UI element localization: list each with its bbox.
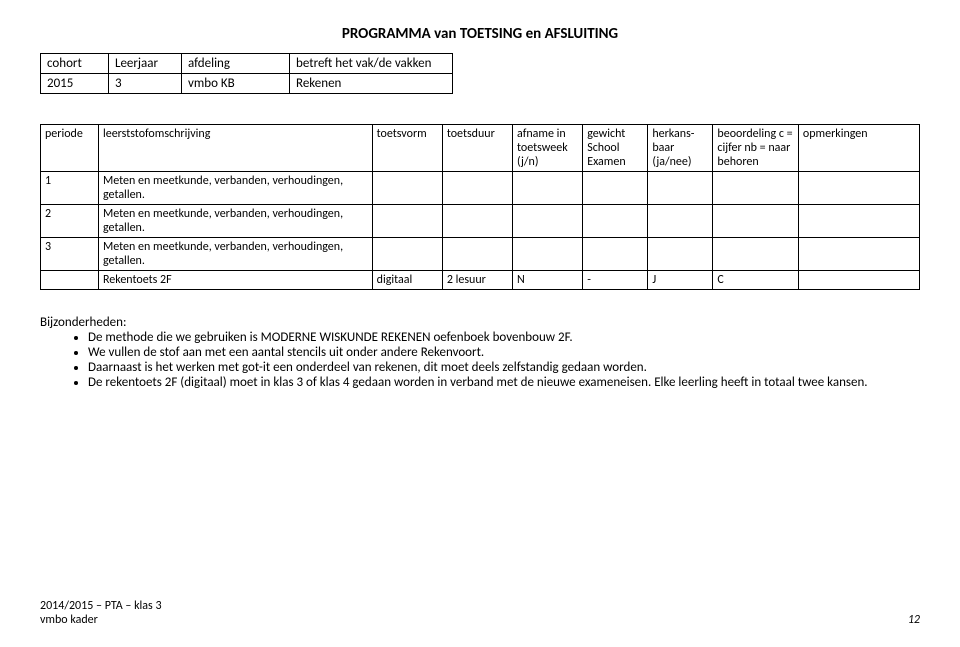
list-item: De methode die we gebruiken is MODERNE W… [88,330,868,345]
table-cell: 2 lesuur [442,271,512,290]
table-cell [583,205,648,238]
table-cell: 3 [41,238,99,271]
table-cell: Meten en meetkunde, verbanden, verhoudin… [98,238,372,271]
table-cell: digitaal [372,271,442,290]
main-header: toetsduur [442,125,512,172]
main-header: afname in toetsweek (j/n) [513,125,583,172]
main-header-row: periodeleerststofomschrijvingtoetsvormto… [41,125,920,172]
bijz-list: De methode die we gebruiken is MODERNE W… [70,330,868,390]
main-header: opmerkingen [798,125,919,172]
main-table: periodeleerststofomschrijvingtoetsvormto… [40,124,920,290]
table-row: 1Meten en meetkunde, verbanden, verhoudi… [41,172,920,205]
meta-cell: 2015 [41,74,109,94]
footer-line1: 2014/2015 – PTA – klas 3 [40,599,920,613]
meta-header: Leerjaar [109,54,182,74]
table-cell [648,172,713,205]
table-row: 2Meten en meetkunde, verbanden, verhoudi… [41,205,920,238]
meta-table: cohort Leerjaar afdeling betreft het vak… [40,53,453,94]
table-cell [583,238,648,271]
meta-header: cohort [41,54,109,74]
table-cell [798,271,919,290]
main-header: leerststofomschrijving [98,125,372,172]
table-cell: C [713,271,798,290]
meta-data-row: 2015 3 vmbo KB Rekenen [41,74,453,94]
meta-cell: Rekenen [290,74,453,94]
table-cell: Rekentoets 2F [98,271,372,290]
table-cell [583,172,648,205]
meta-header: afdeling [182,54,290,74]
table-cell: N [513,271,583,290]
main-header: toetsvorm [372,125,442,172]
meta-cell: 3 [109,74,182,94]
table-cell [513,172,583,205]
table-cell: 1 [41,172,99,205]
table-cell: Meten en meetkunde, verbanden, verhoudin… [98,205,372,238]
footer: 2014/2015 – PTA – klas 3 vmbo kader 12 [40,599,920,627]
table-cell [798,238,919,271]
list-item: De rekentoets 2F (digitaal) moet in klas… [88,375,868,390]
meta-cell: vmbo KB [182,74,290,94]
table-cell: - [583,271,648,290]
table-cell [513,238,583,271]
list-item: Daarnaast is het werken met got-it een o… [88,360,868,375]
meta-header-row: cohort Leerjaar afdeling betreft het vak… [41,54,453,74]
table-cell [442,238,512,271]
table-cell: Meten en meetkunde, verbanden, verhoudin… [98,172,372,205]
meta-header: betreft het vak/de vakken [290,54,453,74]
main-header: periode [41,125,99,172]
bijz-label: Bijzonderheden: [40,315,126,330]
page-number: 12 [908,613,920,627]
table-cell [648,205,713,238]
table-cell: 2 [41,205,99,238]
main-header: herkans-baar (ja/nee) [648,125,713,172]
table-cell [372,205,442,238]
table-cell [713,205,798,238]
table-cell [798,172,919,205]
bijzonderheden: Bijzonderheden: De methode die we gebrui… [40,315,920,390]
table-cell [442,205,512,238]
main-body: 1Meten en meetkunde, verbanden, verhoudi… [41,172,920,290]
page-title: PROGRAMMA van TOETSING en AFSLUITING [40,25,920,43]
table-cell [798,205,919,238]
table-cell [513,205,583,238]
table-cell [41,271,99,290]
main-header: beoordeling c = cijfer nb = naar behoren [713,125,798,172]
table-row: 3Meten en meetkunde, verbanden, verhoudi… [41,238,920,271]
footer-line2: vmbo kader [40,613,920,627]
table-cell [442,172,512,205]
table-cell: J [648,271,713,290]
table-cell [648,238,713,271]
list-item: We vullen de stof aan met een aantal ste… [88,345,868,360]
table-cell [713,172,798,205]
table-row: Rekentoets 2Fdigitaal2 lesuurN-JC [41,271,920,290]
main-header: gewicht School Examen [583,125,648,172]
table-cell [372,238,442,271]
table-cell [713,238,798,271]
table-cell [372,172,442,205]
